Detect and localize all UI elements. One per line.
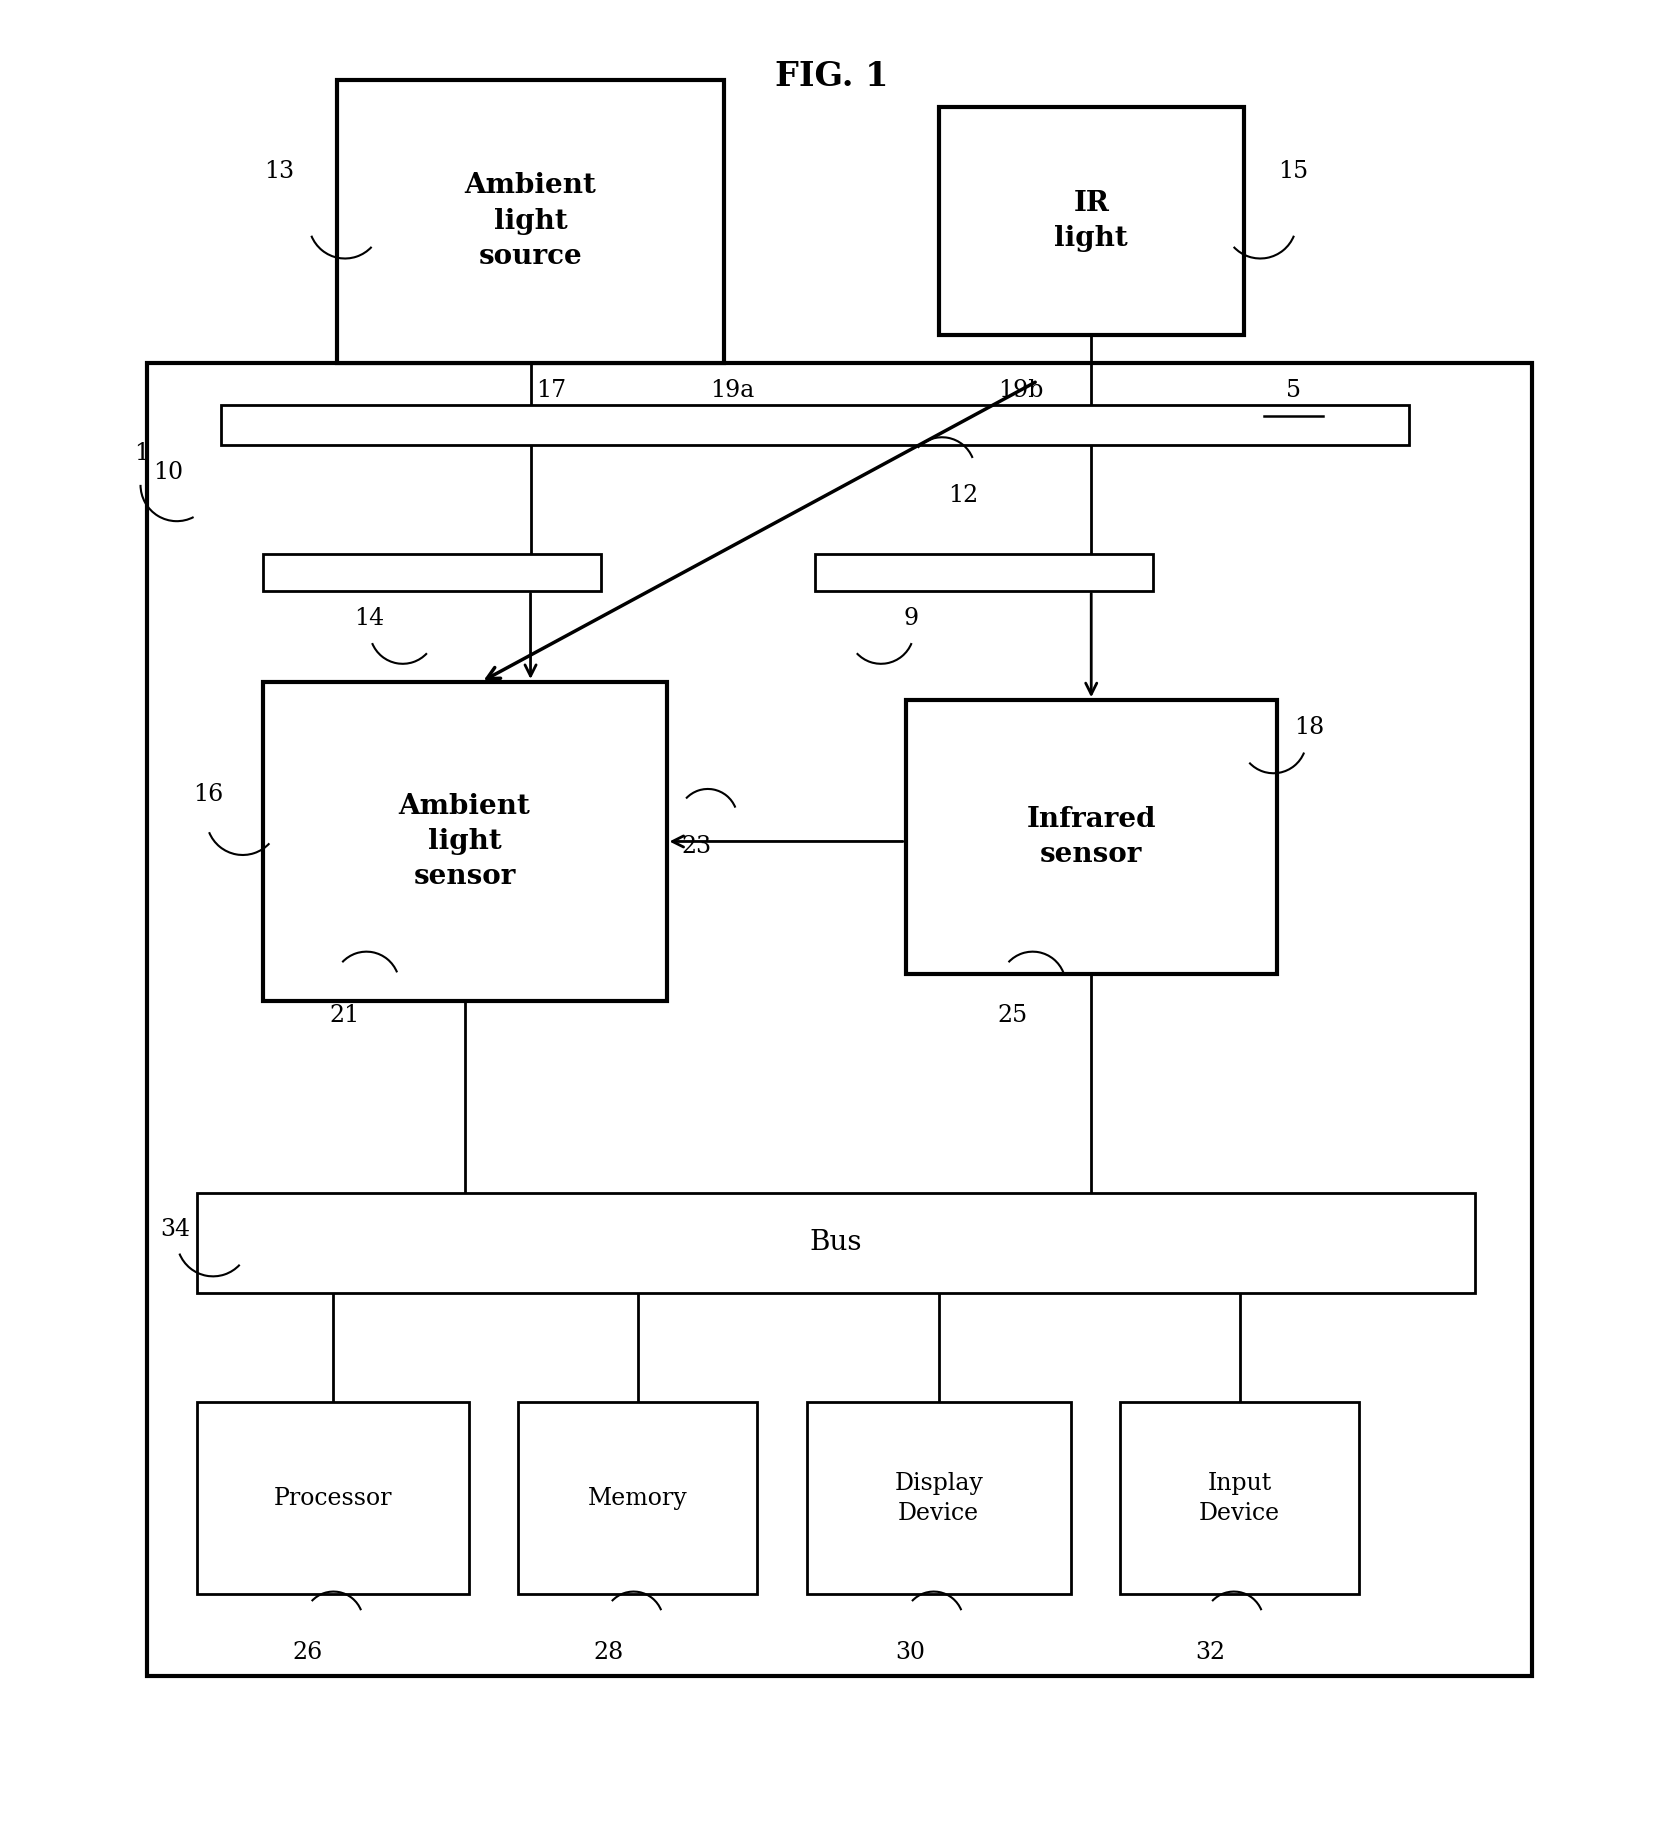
Text: Ambient
light
sensor: Ambient light sensor [399,792,530,890]
Bar [906,700,1277,974]
Text: FIG. 1: FIG. 1 [775,61,888,92]
Text: 10: 10 [153,461,183,483]
Bar [263,555,600,590]
Text: 34: 34 [160,1217,190,1241]
Bar [146,362,1532,1676]
Text: 1: 1 [135,443,150,465]
Text: Memory: Memory [587,1487,687,1509]
Bar [807,1402,1071,1594]
Bar [221,404,1409,445]
Text: Processor: Processor [273,1487,392,1509]
Text: 28: 28 [594,1641,624,1663]
Text: Input
Device: Input Device [1199,1472,1281,1526]
Bar [338,79,725,362]
Bar [519,1402,757,1594]
Text: 17: 17 [535,379,565,401]
Text: 26: 26 [293,1641,323,1663]
Text: 15: 15 [1279,160,1309,182]
Text: 21: 21 [329,1004,361,1027]
Text: 12: 12 [948,483,978,507]
Text: 16: 16 [193,783,223,807]
Text: 23: 23 [682,834,712,858]
Text: 19a: 19a [710,379,755,401]
Text: 5: 5 [1285,379,1300,401]
Text: 18: 18 [1294,717,1325,739]
Text: 9: 9 [903,607,918,630]
Bar [196,1402,469,1594]
Text: Infrared
sensor: Infrared sensor [1026,805,1156,868]
Text: Display
Device: Display Device [895,1472,983,1526]
Text: Bus: Bus [810,1230,861,1257]
Text: 30: 30 [896,1641,926,1663]
Bar [263,682,667,1002]
Bar [1121,1402,1359,1594]
Text: IR
light: IR light [1054,189,1128,252]
Bar [938,107,1244,335]
Text: 32: 32 [1196,1641,1226,1663]
Text: 13: 13 [264,160,294,182]
Bar [196,1193,1475,1292]
Text: Ambient
light
source: Ambient light source [464,173,597,270]
Text: 14: 14 [354,607,384,630]
Text: 25: 25 [998,1004,1028,1027]
Bar [815,555,1152,590]
Text: 19b: 19b [998,379,1044,401]
